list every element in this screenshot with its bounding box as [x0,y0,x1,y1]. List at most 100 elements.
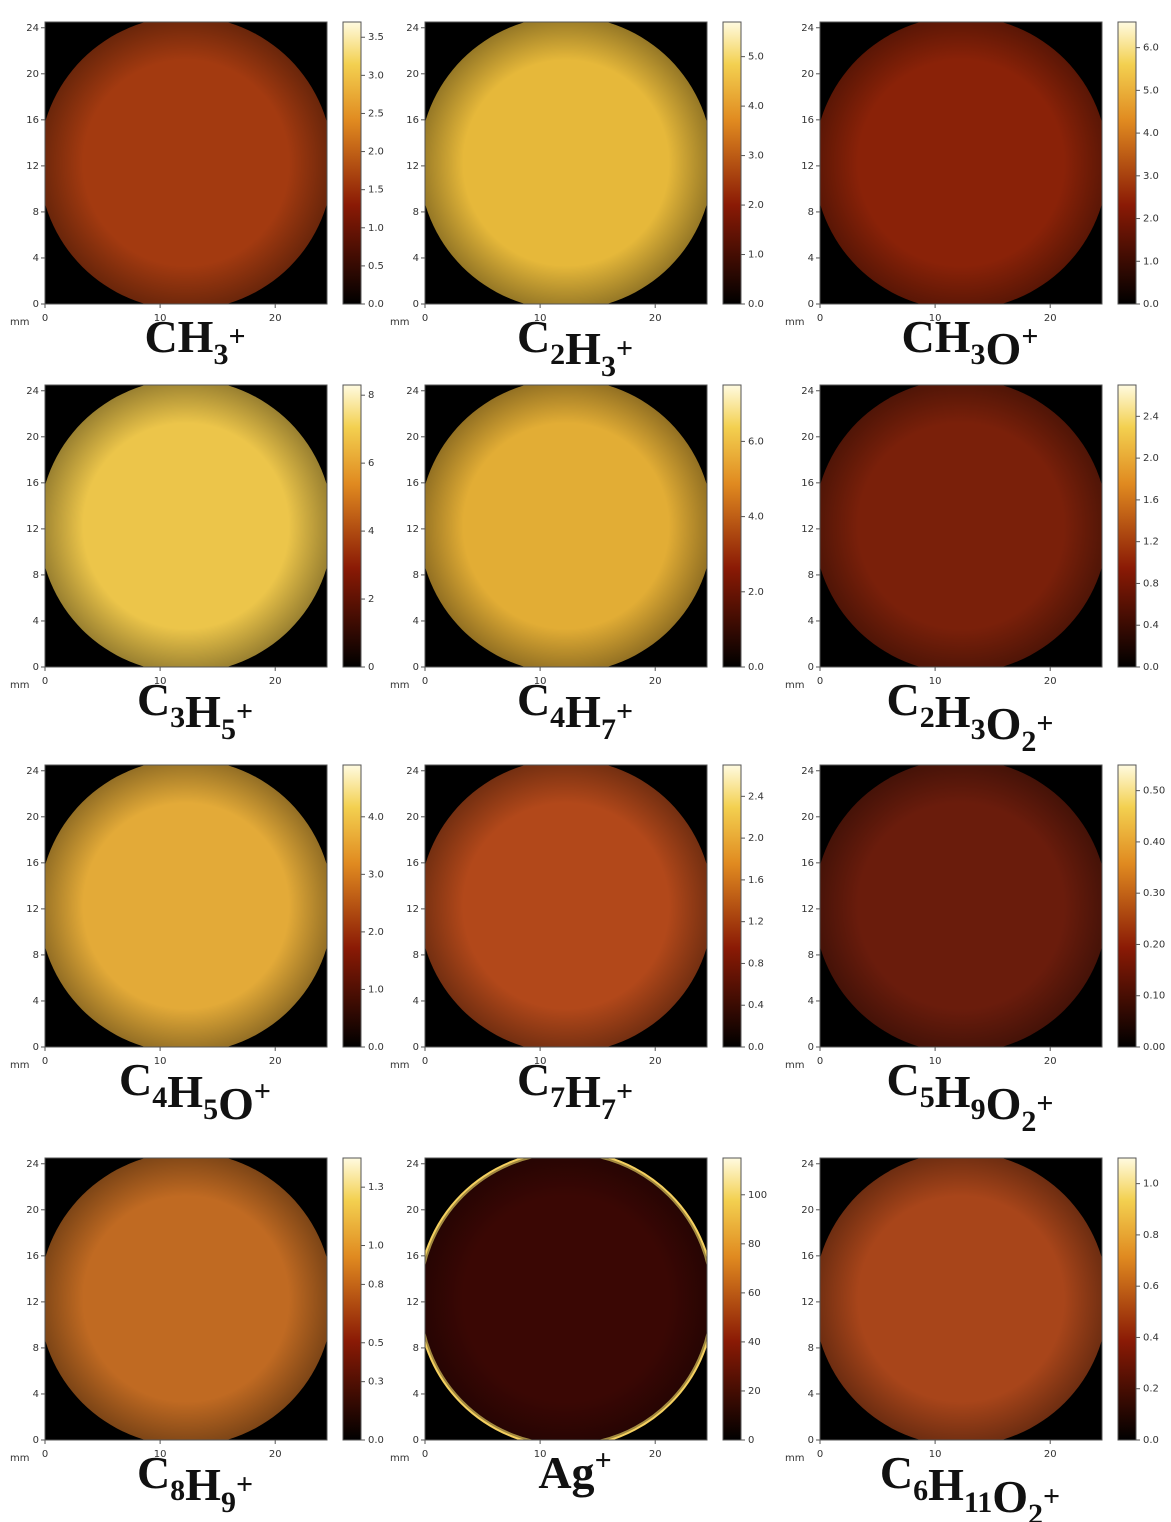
colorbar-tick-label: 4.0 [748,512,764,523]
colorbar-tick-label: 6.0 [748,436,764,447]
colorbar-tick-label: 0.0 [748,299,764,310]
colorbar-tick-label: 2.0 [1143,453,1159,464]
disc-shade [45,1158,327,1440]
y-tick-label: 8 [413,570,419,581]
y-tick-label: 20 [406,69,419,80]
charge: + [1036,1087,1053,1120]
charge: + [595,1444,612,1477]
x-tick-label: 10 [534,1056,547,1067]
colorbar-tick-label: 3.0 [368,869,384,880]
subscript: 7 [601,713,616,746]
colorbar [342,384,362,668]
ion-label: CH3O+ [902,311,1039,374]
element: C [517,674,550,725]
x-tick-label: 10 [929,1449,942,1460]
colorbar-tick-label: 3.0 [368,70,384,81]
axis-unit: mm [390,680,409,691]
y-tick-label: 12 [406,524,419,535]
x-tick-label: 20 [649,313,662,324]
ion-label: C5H9O2+ [887,1054,1054,1138]
colorbar-tick-label: 1.2 [1143,537,1159,548]
plot-frame [424,384,708,668]
colorbar-tick-label: 4.0 [368,812,384,823]
plot-frame [819,764,1103,1048]
element: C [880,1447,913,1498]
y-tick-label: 8 [808,1343,814,1354]
x-tick-label: 0 [42,1449,48,1460]
plot-frame [44,764,328,1048]
colorbar-tick-label: 2.0 [368,927,384,938]
colorbar-tick-label: 4.0 [1143,128,1159,139]
panel: 0 4 8 12 16 20 24 0 10 20 mm 0.00 0.10 0.20 0.30 0.40 0.… [785,764,1165,1138]
subscript: 7 [601,1093,616,1126]
colorbar-tick-label: 1.0 [368,223,384,234]
axis-unit: mm [785,1453,804,1464]
colorbar-tick-label: 0.6 [1143,1281,1159,1292]
colorbar-tick-label: 0.0 [1143,662,1159,673]
y-tick-label: 24 [406,1159,419,1170]
colorbar [342,1157,362,1441]
y-tick-label: 4 [413,1389,419,1400]
x-tick-label: 0 [422,313,428,324]
y-tick-label: 8 [413,950,419,961]
colorbar-tick-label: 0.00 [1143,1042,1165,1053]
subscript: 6 [913,1474,928,1507]
ion-label: C7H7+ [517,1054,633,1126]
plot-frame [424,764,708,1048]
panel: 0 4 8 12 16 20 24 0 10 20 mm 0.0 1.0 2.0 3.0 4.0 5.0 6.0 C… [785,21,1159,374]
y-tick-label: 4 [808,616,814,627]
charge: + [228,320,245,353]
y-tick-label: 0 [808,1042,814,1053]
x-tick-label: 20 [1044,313,1057,324]
y-tick-label: 0 [808,299,814,310]
subscript: 3 [170,701,185,734]
x-tick-label: 20 [649,1449,662,1460]
x-tick-label: 20 [1044,1449,1057,1460]
colorbar-tick-label: 0.8 [1143,1230,1159,1241]
subscript: 2 [1021,725,1036,758]
element: H [167,1066,203,1117]
element: H [935,1066,971,1117]
x-tick-label: 10 [929,313,942,324]
colorbar [342,764,362,1048]
plot-frame [424,1157,708,1441]
y-tick-label: 0 [33,1042,39,1053]
colorbar-tick-label: 0.0 [368,1042,384,1053]
plot-frame [819,21,1103,305]
disc-shade [425,385,707,667]
y-tick-label: 12 [406,904,419,915]
subscript: 4 [152,1081,167,1114]
x-tick-label: 10 [154,1056,167,1067]
y-tick-label: 0 [808,662,814,673]
colorbar-tick-label: 1.0 [1143,256,1159,267]
y-tick-label: 24 [801,766,814,777]
x-tick-label: 10 [534,676,547,687]
x-tick-label: 20 [649,1056,662,1067]
colorbar-tick-label: 60 [748,1288,761,1299]
y-tick-label: 12 [26,1297,39,1308]
colorbar-tick-label: 0 [748,1435,754,1446]
charge: + [616,1075,633,1108]
subscript: 2 [1028,1498,1043,1522]
y-tick-label: 16 [26,115,39,126]
colorbar-tick-label: 0.3 [368,1377,384,1388]
y-tick-label: 8 [808,950,814,961]
y-tick-label: 12 [406,161,419,172]
colorbar-tick-label: 1.3 [368,1182,384,1193]
y-tick-label: 0 [33,1435,39,1446]
panel: 0 4 8 12 16 20 24 0 10 20 mm 0 20 40 60 80 100 Ag+ [390,1157,767,1498]
colorbar [1117,21,1137,305]
colorbar-tick-label: 0.0 [748,1042,764,1053]
colorbar-tick-label: 20 [748,1386,761,1397]
element: H [185,1459,221,1510]
panel: 0 4 8 12 16 20 24 0 10 20 mm 0.0 0.2 0.4 0.6 0.8 1.0 C6H1… [785,1157,1159,1522]
colorbar-tick-label: 40 [748,1337,761,1348]
y-tick-label: 20 [801,812,814,823]
y-tick-label: 20 [801,69,814,80]
disc-shade [45,385,327,667]
charge: + [236,695,253,728]
plot-frame [819,384,1103,668]
axis-unit: mm [390,1060,409,1071]
y-tick-label: 24 [801,23,814,34]
